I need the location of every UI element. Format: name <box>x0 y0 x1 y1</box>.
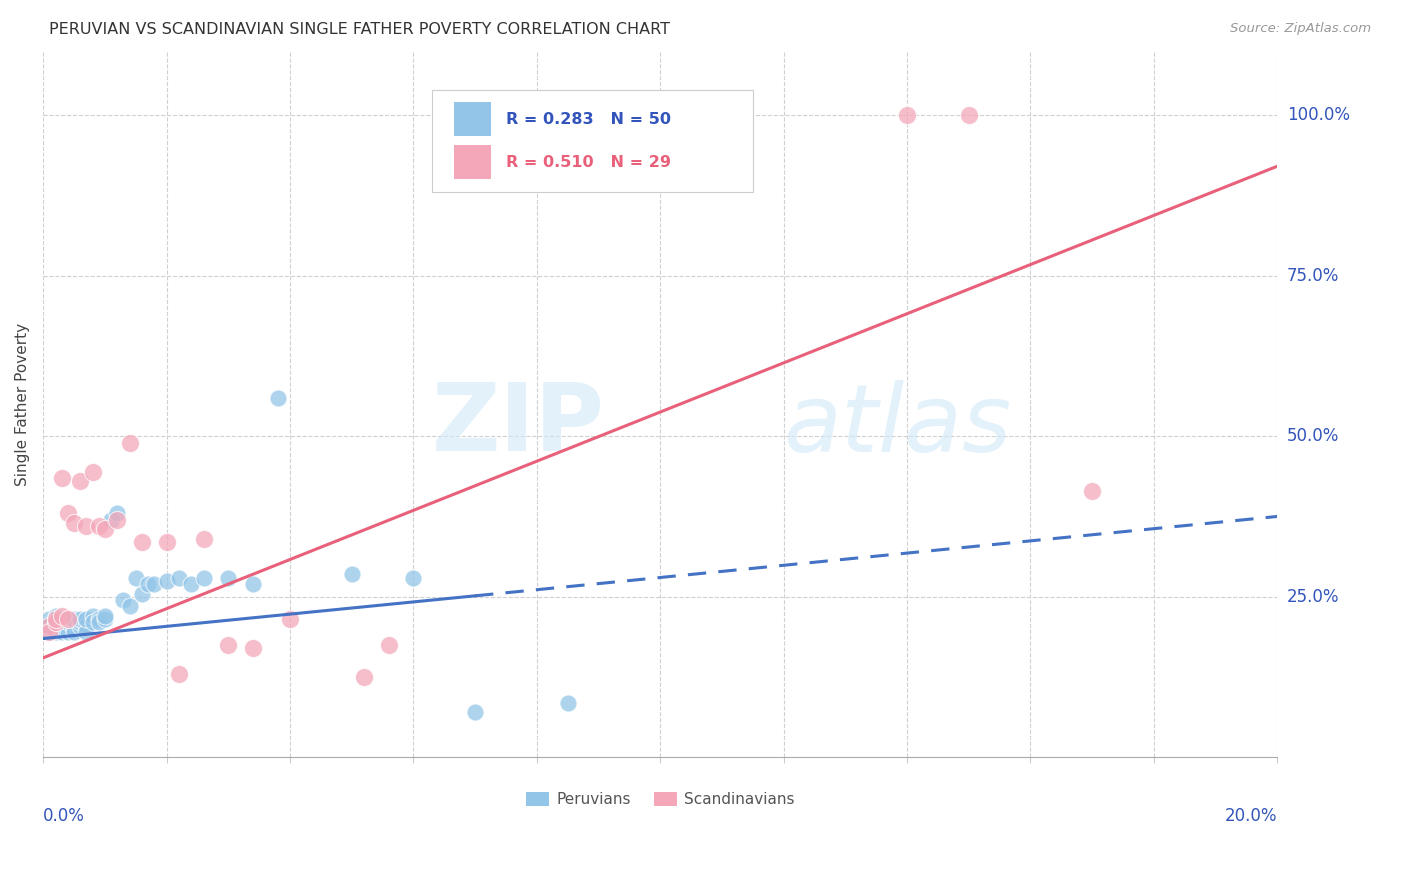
Point <box>51 612 73 626</box>
Point <box>155 535 177 549</box>
Text: 20.0%: 20.0% <box>1225 807 1277 825</box>
Text: ZIP: ZIP <box>432 379 605 471</box>
Point <box>44 622 66 636</box>
Point <box>136 577 159 591</box>
Point <box>82 609 104 624</box>
Text: 50.0%: 50.0% <box>1286 427 1340 445</box>
Point <box>167 570 190 584</box>
Point <box>143 577 166 591</box>
Point <box>82 465 104 479</box>
Point <box>217 638 239 652</box>
Point <box>340 567 363 582</box>
Point <box>105 506 128 520</box>
Text: Source: ZipAtlas.com: Source: ZipAtlas.com <box>1230 22 1371 36</box>
Point <box>266 391 288 405</box>
Point <box>56 625 79 640</box>
Point <box>56 612 79 626</box>
Point <box>51 609 73 624</box>
Point <box>75 519 97 533</box>
Point <box>118 435 141 450</box>
Point <box>44 612 66 626</box>
Point <box>56 618 79 632</box>
Point <box>155 574 177 588</box>
Point <box>118 599 141 614</box>
Point <box>180 577 202 591</box>
Text: R = 0.510   N = 29: R = 0.510 N = 29 <box>506 155 671 169</box>
Point <box>51 622 73 636</box>
Point <box>63 615 86 630</box>
Point <box>51 471 73 485</box>
Point <box>87 615 110 630</box>
Point <box>87 612 110 626</box>
Point <box>131 586 153 600</box>
Point <box>167 666 190 681</box>
Text: 75.0%: 75.0% <box>1286 267 1340 285</box>
Point <box>402 570 425 584</box>
Point <box>125 570 148 584</box>
Point <box>112 593 135 607</box>
Point <box>193 532 215 546</box>
Point <box>63 516 86 530</box>
Point <box>69 615 91 630</box>
Point <box>44 609 66 624</box>
Point <box>38 625 60 640</box>
Point <box>56 612 79 626</box>
Point <box>105 513 128 527</box>
Point <box>87 519 110 533</box>
Point <box>353 670 375 684</box>
FancyBboxPatch shape <box>454 145 491 179</box>
Point <box>56 506 79 520</box>
Y-axis label: Single Father Poverty: Single Father Poverty <box>15 323 30 485</box>
Text: atlas: atlas <box>783 380 1012 471</box>
Point <box>94 609 117 624</box>
Point <box>51 615 73 630</box>
Point <box>51 625 73 640</box>
Point <box>217 570 239 584</box>
Point <box>278 612 301 626</box>
FancyBboxPatch shape <box>432 89 752 192</box>
Point <box>242 641 264 656</box>
Point <box>193 570 215 584</box>
Point <box>242 577 264 591</box>
Point <box>94 522 117 536</box>
Point <box>557 696 579 710</box>
Point <box>44 615 66 630</box>
Point <box>38 625 60 640</box>
Text: 100.0%: 100.0% <box>1286 106 1350 124</box>
Point <box>38 618 60 632</box>
Point <box>69 612 91 626</box>
Point <box>1081 483 1104 498</box>
Text: R = 0.283   N = 50: R = 0.283 N = 50 <box>506 112 671 127</box>
Point <box>377 638 399 652</box>
FancyBboxPatch shape <box>454 103 491 136</box>
Point <box>75 612 97 626</box>
Point <box>38 618 60 632</box>
Text: 0.0%: 0.0% <box>44 807 86 825</box>
Point <box>75 625 97 640</box>
Text: PERUVIAN VS SCANDINAVIAN SINGLE FATHER POVERTY CORRELATION CHART: PERUVIAN VS SCANDINAVIAN SINGLE FATHER P… <box>49 22 671 37</box>
Point <box>56 615 79 630</box>
Point <box>69 618 91 632</box>
Point <box>896 108 918 122</box>
Point <box>63 622 86 636</box>
Point <box>69 474 91 488</box>
Point <box>599 108 621 122</box>
Point <box>75 618 97 632</box>
Point <box>957 108 980 122</box>
Point <box>100 513 122 527</box>
Point <box>94 612 117 626</box>
Point <box>63 612 86 626</box>
Point <box>44 615 66 630</box>
Point <box>464 706 486 720</box>
Point <box>44 625 66 640</box>
Legend: Peruvians, Scandinavians: Peruvians, Scandinavians <box>520 786 801 814</box>
Point <box>131 535 153 549</box>
Point <box>82 615 104 630</box>
Point <box>63 625 86 640</box>
Text: 25.0%: 25.0% <box>1286 588 1340 606</box>
Point <box>38 612 60 626</box>
